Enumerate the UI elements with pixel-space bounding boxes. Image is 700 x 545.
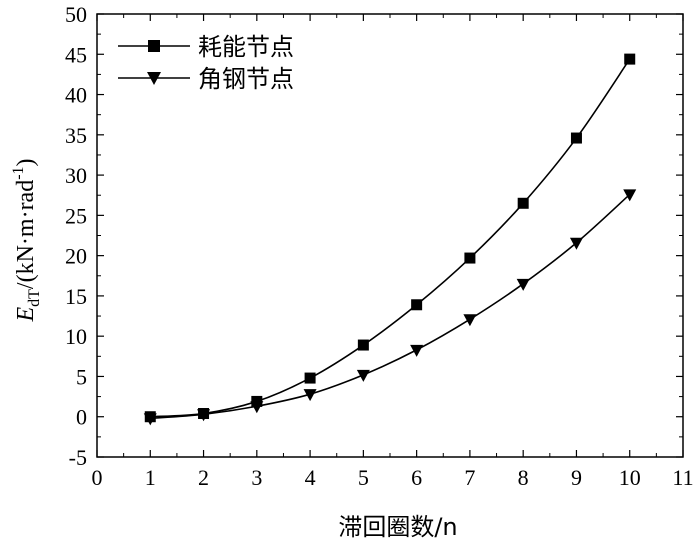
series-2-point [143,413,157,426]
x-tick-label: 8 [518,465,529,490]
series-line-2 [150,193,631,420]
series-2-point [197,409,211,422]
y-tick-label: 50 [65,2,87,27]
y-tick-label: 45 [65,42,87,67]
y-axis-title: EdT/(kN·m·rad-1) [10,158,43,322]
x-tick-label: 1 [145,465,156,490]
legend-marker-series-2 [147,72,161,85]
series-1-point [357,339,369,351]
x-tick-label: 6 [411,465,422,490]
series-1-point [624,53,636,65]
series-2-point [250,401,264,414]
x-tick-label: 4 [305,465,316,490]
y-tick-label: 25 [65,203,87,228]
series-layer [143,53,637,426]
series-2-point [356,369,370,382]
y-tick-label: -5 [69,445,87,470]
y-tick-label: 30 [65,163,87,188]
y-tick-label: 0 [76,405,87,430]
x-tick-label: 10 [619,465,641,490]
x-tick-label: 5 [358,465,369,490]
y-axis: -5 0 5 10 15 20 25 30 35 40 45 50 [65,2,683,470]
series-2-point [569,237,583,250]
series-line-1 [150,58,631,418]
x-tick-label: 3 [251,465,262,490]
series-1-point [464,252,476,264]
legend-label-series-2: 角钢节点 [198,65,294,93]
y-tick-label: 5 [76,364,87,389]
x-axis-title: 滞回圈数/n [338,513,457,541]
plot-frame [96,13,684,458]
y-tick-label: 20 [65,244,87,269]
series-2-point [410,344,424,357]
legend-label-series-1: 耗能节点 [198,33,294,61]
series-2-point [303,389,317,402]
y-tick-label: 35 [65,123,87,148]
y-tick-label: 40 [65,83,87,108]
x-tick-label: 7 [464,465,475,490]
y-axis-title-superscript: -1 [10,166,27,179]
y-tick-label: 15 [65,284,87,309]
plot-area [96,13,684,458]
series-1-point [517,197,529,209]
y-axis-title-close: ) [13,158,39,166]
y-axis-title-subscript: dT [26,289,43,307]
series-2-point [623,189,637,202]
x-axis: 0 1 2 3 4 5 6 7 8 9 10 11 [92,14,694,490]
series-2-point [463,314,477,327]
x-tick-label: 2 [198,465,209,490]
y-axis-title-unit: /(kN·m·rad [13,180,39,289]
x-tick-label: 11 [672,465,693,490]
y-axis-title-symbol: E [13,307,39,323]
series-1-point [304,372,316,384]
x-tick-label: 0 [92,465,103,490]
x-tick-label: 9 [571,465,582,490]
legend-marker-series-1 [148,40,160,52]
legend: 耗能节点 角钢节点 [118,33,294,93]
series-1-point [570,132,582,144]
series-2-point [516,278,530,291]
y-tick-label: 10 [65,324,87,349]
series-1-point [411,299,423,311]
